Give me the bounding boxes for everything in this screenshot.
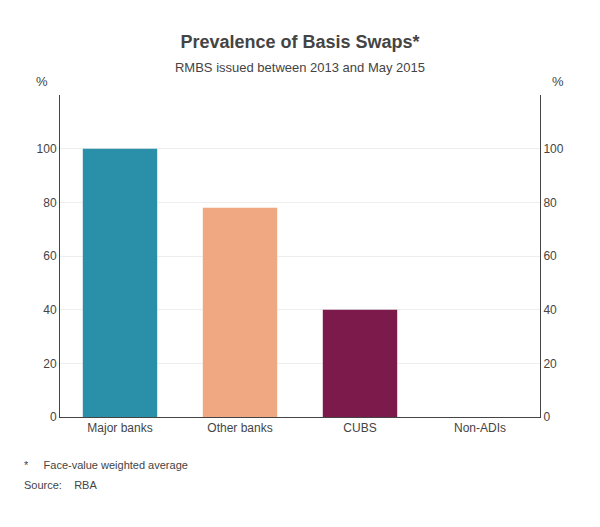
svg-text:Non-ADIs: Non-ADIs bbox=[454, 421, 506, 435]
svg-text:RMBS issued between 2013 and M: RMBS issued between 2013 and May 2015 bbox=[175, 60, 425, 75]
svg-text:Major banks: Major banks bbox=[87, 421, 152, 435]
svg-text:60: 60 bbox=[543, 249, 557, 263]
svg-text:0: 0 bbox=[543, 410, 550, 424]
svg-text:* Face-value weighted aver: * Face-value weighted average bbox=[24, 459, 188, 471]
svg-text:0: 0 bbox=[50, 410, 57, 424]
svg-text:80: 80 bbox=[543, 196, 557, 210]
svg-text:80: 80 bbox=[43, 196, 57, 210]
svg-text:20: 20 bbox=[43, 357, 57, 371]
svg-text:20: 20 bbox=[543, 357, 557, 371]
svg-text:100: 100 bbox=[37, 142, 57, 156]
svg-text:40: 40 bbox=[43, 303, 57, 317]
svg-text:40: 40 bbox=[543, 303, 557, 317]
svg-text:Prevalence of Basis Swaps*: Prevalence of Basis Swaps* bbox=[180, 32, 419, 52]
svg-text:CUBS: CUBS bbox=[343, 421, 376, 435]
svg-text:%: % bbox=[552, 74, 564, 89]
svg-text:100: 100 bbox=[543, 142, 563, 156]
svg-text:Other banks: Other banks bbox=[207, 421, 272, 435]
svg-text:60: 60 bbox=[43, 249, 57, 263]
svg-text:Source: RBA: Source: RBA bbox=[24, 479, 97, 491]
svg-text:%: % bbox=[36, 74, 48, 89]
